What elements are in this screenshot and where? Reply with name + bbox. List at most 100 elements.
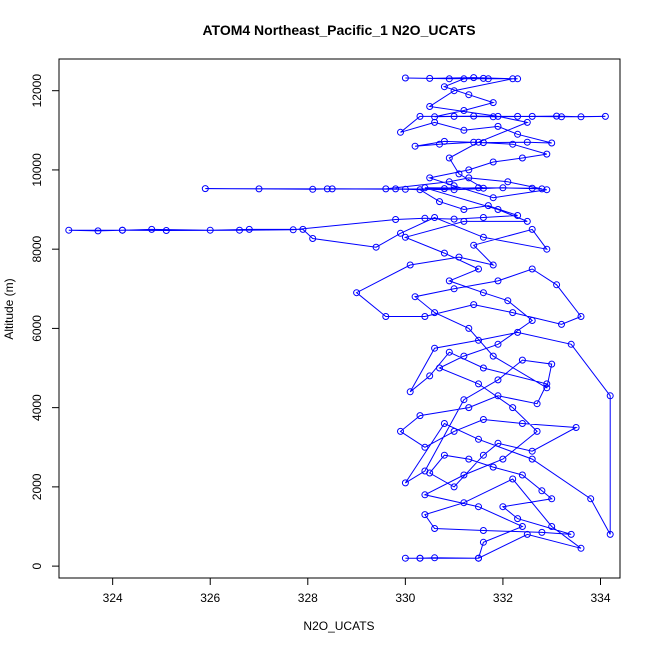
y-tick-label: 8000 [30, 235, 44, 262]
x-tick-label: 326 [200, 591, 220, 605]
data-point [289, 226, 297, 234]
data-point [489, 113, 497, 121]
data-point [489, 99, 497, 107]
data-point [460, 396, 468, 404]
data-point [543, 384, 551, 392]
data-point [309, 235, 317, 242]
data-point [431, 525, 439, 532]
data-point [479, 139, 487, 147]
data-point [475, 554, 482, 562]
data-point [523, 138, 531, 146]
data-point [538, 185, 546, 193]
data-point [421, 184, 429, 192]
data-point [533, 400, 541, 408]
data-point [465, 174, 473, 182]
data-point [397, 427, 404, 435]
data-point [401, 479, 409, 487]
data-point [479, 184, 487, 192]
data-point [421, 491, 429, 499]
data-point [548, 139, 556, 147]
data-point [416, 112, 424, 120]
data-point [450, 112, 458, 120]
data-point [548, 360, 556, 368]
data-point [479, 451, 487, 459]
x-axis: 324 326 328 330 332 334 [103, 577, 611, 605]
data-point [528, 455, 536, 463]
data-point [558, 113, 565, 121]
data-point [479, 74, 487, 82]
data-point [353, 289, 361, 297]
data-point [577, 544, 585, 552]
data-point [421, 214, 429, 222]
data-point [440, 83, 448, 91]
data-point [255, 185, 263, 193]
data-point [509, 309, 517, 317]
data-point [421, 443, 429, 451]
data-point [528, 184, 536, 192]
data-point [411, 293, 419, 301]
data-point [518, 523, 526, 530]
chart-title: ATOM4 Northeast_Pacific_1 N2O_UCATS [202, 22, 475, 38]
data-point [514, 75, 522, 83]
data-point [450, 186, 458, 194]
data-point [401, 185, 409, 193]
data-point [558, 320, 565, 328]
data-point [494, 122, 502, 130]
data-point [65, 226, 73, 234]
data-point [523, 217, 531, 225]
data-point [440, 420, 448, 427]
data-point [392, 216, 400, 223]
data-point [440, 451, 448, 459]
data-point [479, 364, 487, 372]
data-point [479, 233, 487, 241]
data-point [445, 154, 453, 162]
x-axis-label: N2O_UCATS [303, 619, 374, 633]
data-point [431, 113, 439, 121]
data-point [475, 380, 482, 388]
data-point [518, 471, 526, 479]
y-axis: 0 2000 4000 6000 8000 10000 12000 [30, 74, 60, 569]
data-point [499, 455, 507, 463]
data-point [479, 416, 487, 423]
data-point [431, 554, 439, 562]
data-point [489, 261, 497, 269]
data-point [411, 142, 419, 150]
data-point [450, 427, 458, 435]
data-point [460, 126, 468, 134]
data-point [397, 128, 404, 136]
data-point [577, 313, 585, 320]
data-point [245, 225, 253, 233]
data-point [514, 515, 522, 523]
data-point [426, 74, 434, 82]
data-point [514, 212, 522, 219]
data-point [460, 75, 468, 83]
data-point [421, 511, 429, 519]
data-point [509, 75, 517, 83]
data-point [475, 138, 482, 146]
data-point [528, 265, 536, 273]
data-point [528, 317, 536, 324]
data-point [440, 249, 448, 257]
data-point [528, 112, 536, 120]
data-point [328, 185, 336, 193]
data-point [484, 202, 492, 210]
data-point [504, 297, 512, 305]
data-point [445, 178, 453, 186]
data-point [553, 281, 561, 289]
data-point [460, 107, 468, 114]
data-point [499, 184, 507, 192]
data-point [509, 475, 517, 483]
data-point [514, 328, 522, 336]
data-point [553, 112, 561, 120]
data-point [440, 185, 448, 193]
data-point [416, 412, 424, 420]
data-point [416, 554, 424, 562]
data-point [392, 185, 400, 193]
data-point [514, 130, 522, 138]
data-point [299, 225, 307, 233]
data-point [489, 194, 497, 202]
data-point [543, 150, 551, 158]
data-point [587, 495, 595, 503]
data-point [148, 225, 156, 233]
